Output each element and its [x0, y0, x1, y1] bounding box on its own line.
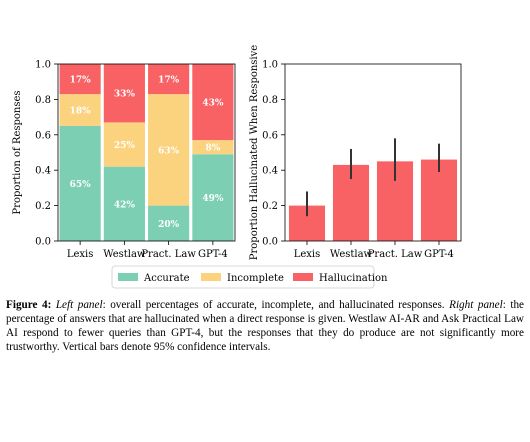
x-tick-label: Westlaw [330, 249, 373, 260]
caption-left-panel: Left panel [55, 299, 103, 311]
y-tick-label: 1.0 [35, 60, 51, 71]
legend-box [111, 265, 375, 289]
legend-swatch [118, 273, 138, 281]
bar-hallucination [59, 64, 101, 95]
x-tick-label: GPT-4 [424, 249, 454, 260]
bar-accurate [192, 154, 234, 241]
legend: Accurate Incomplete Hallucination [111, 265, 388, 289]
x-tick-label: Westlaw [103, 249, 146, 260]
figure: 0.0 0.2 0.4 0.6 0.8 1.0 Proportion of Response… [12, 45, 462, 289]
bar-data-label: 20% [158, 220, 180, 230]
bar-accurate [103, 166, 145, 241]
figure-caption: Figure 4: Left panel: overall percentage… [6, 298, 524, 354]
y-tick-label: 0.6 [35, 130, 51, 141]
bar-hallucination [192, 64, 234, 141]
bar-incomplete [103, 122, 145, 167]
y-tick-label: 0.2 [262, 201, 278, 212]
bar-data-label: 42% [114, 200, 136, 210]
bar-accurate [59, 125, 101, 241]
y-tick-label: 0.2 [35, 201, 51, 212]
bar-incomplete [192, 140, 234, 155]
y-tick-label: 0.4 [262, 166, 278, 177]
bar-hallucination [420, 159, 458, 241]
bar-data-label: 25% [114, 141, 136, 151]
bar-data-label: 63% [158, 146, 180, 156]
legend-label: Hallucination [319, 273, 388, 284]
bar-data-label: 43% [202, 99, 224, 109]
bar-hallucination [103, 64, 145, 123]
bar-data-label: 49% [202, 194, 224, 204]
bar-data-label: 65% [70, 180, 92, 190]
legend-label: Incomplete [227, 273, 284, 284]
bar-accurate [148, 205, 190, 241]
y-tick-label: 0.0 [35, 237, 51, 248]
bar-data-label: 33% [114, 90, 136, 100]
legend-swatch [293, 273, 313, 281]
caption-text-2: : the percentage of answers that are hal… [6, 299, 525, 353]
y-axis-label: Proportion Hallucinated When Responsive [249, 45, 260, 261]
legend-label: Accurate [143, 273, 190, 284]
y-tick-label: 0.8 [35, 95, 51, 106]
caption-label: Figure 4: [6, 299, 52, 311]
caption-text-1: : overall percentages of accurate, incom… [102, 299, 450, 311]
bar-incomplete [59, 94, 101, 126]
y-tick-label: 0.4 [35, 166, 51, 177]
legend-swatch [201, 273, 221, 281]
y-tick-label: 0.8 [262, 95, 278, 106]
bar-data-label: 17% [70, 76, 92, 86]
x-tick-label: GPT-4 [198, 249, 228, 260]
y-tick-label: 0.0 [262, 237, 278, 248]
x-tick-label: Pract. Law [368, 249, 423, 260]
bar-data-label: 18% [70, 107, 92, 117]
bar-incomplete [148, 94, 190, 206]
plot-frame [284, 63, 462, 242]
x-tick-label: Lexis [294, 249, 321, 260]
bar-data-label: 8% [205, 144, 220, 154]
x-tick-label: Pract. Law [141, 249, 196, 260]
bar-hallucination [148, 64, 190, 95]
left-panel: 0.0 0.2 0.4 0.6 0.8 1.0 Proportion of Response… [12, 60, 236, 260]
y-axis-label: Proportion of Responses [12, 90, 23, 214]
bar-data-label: 17% [158, 76, 180, 86]
y-tick-label: 0.6 [262, 130, 278, 141]
x-tick-label: Lexis [67, 249, 94, 260]
plot-frame [57, 63, 236, 242]
y-tick-label: 1.0 [262, 60, 278, 71]
caption-right-panel: Right panel [449, 299, 503, 311]
